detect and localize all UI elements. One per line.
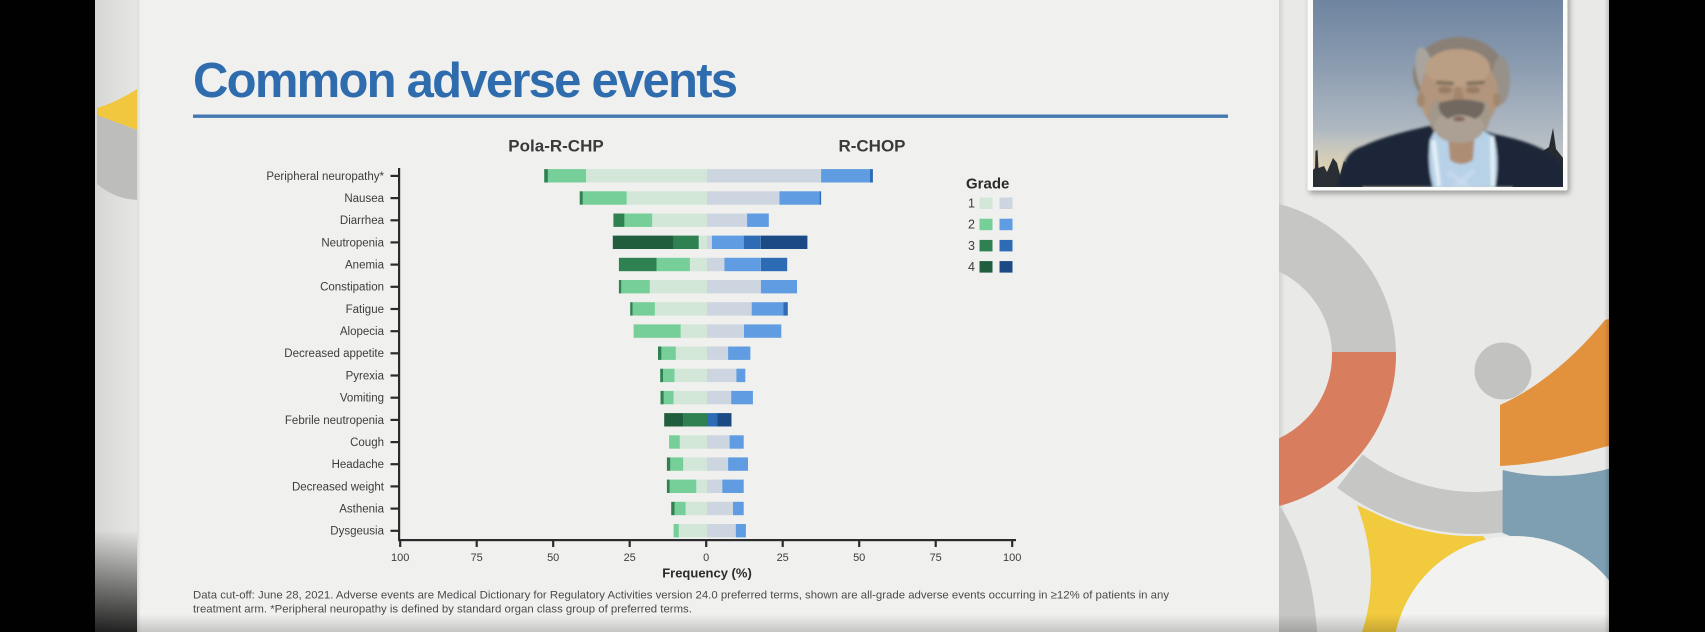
svg-text:Febrile neutropenia: Febrile neutropenia (285, 415, 385, 427)
svg-text:Nausea: Nausea (344, 193, 384, 205)
svg-text:treatment arm. *Peripheral neu: treatment arm. *Peripheral neuropathy is… (193, 604, 692, 616)
svg-text:2: 2 (968, 218, 975, 232)
svg-text:3: 3 (968, 239, 975, 253)
svg-text:75: 75 (930, 552, 942, 564)
svg-text:Frequency (%): Frequency (%) (662, 566, 752, 581)
svg-text:25: 25 (624, 552, 636, 564)
svg-text:Decreased appetite: Decreased appetite (284, 348, 384, 360)
svg-text:4: 4 (968, 260, 975, 274)
svg-text:Diarrhea: Diarrhea (340, 215, 385, 227)
svg-text:Fatigue: Fatigue (346, 304, 384, 316)
svg-text:Constipation: Constipation (320, 282, 384, 294)
svg-text:1: 1 (968, 197, 975, 211)
svg-text:Anemia: Anemia (345, 260, 385, 272)
svg-text:100: 100 (391, 552, 409, 564)
svg-text:Cough: Cough (350, 437, 384, 449)
svg-text:25: 25 (777, 552, 789, 564)
svg-text:Peripheral neuropathy*: Peripheral neuropathy* (266, 171, 384, 183)
svg-text:0: 0 (703, 552, 709, 564)
svg-text:50: 50 (547, 552, 559, 564)
svg-text:Vomiting: Vomiting (340, 393, 384, 405)
svg-text:Dysgeusia: Dysgeusia (330, 526, 384, 538)
svg-text:Alopecia: Alopecia (340, 326, 385, 338)
svg-text:Data cut-off: June 28, 2021. A: Data cut-off: June 28, 2021. Adverse eve… (193, 590, 1169, 602)
svg-text:Asthenia: Asthenia (339, 504, 384, 516)
svg-text:R-CHOP: R-CHOP (838, 137, 905, 156)
svg-text:Decreased weight: Decreased weight (292, 481, 385, 493)
svg-text:Neutropenia: Neutropenia (321, 237, 384, 249)
svg-text:Pyrexia: Pyrexia (346, 370, 385, 382)
svg-text:Common adverse events: Common adverse events (193, 54, 737, 108)
svg-text:Pola-R-CHP: Pola-R-CHP (508, 137, 603, 156)
svg-text:75: 75 (471, 552, 483, 564)
svg-text:Grade: Grade (966, 176, 1009, 193)
svg-text:Headache: Headache (332, 459, 384, 471)
svg-text:100: 100 (1003, 552, 1021, 564)
svg-text:50: 50 (853, 552, 865, 564)
